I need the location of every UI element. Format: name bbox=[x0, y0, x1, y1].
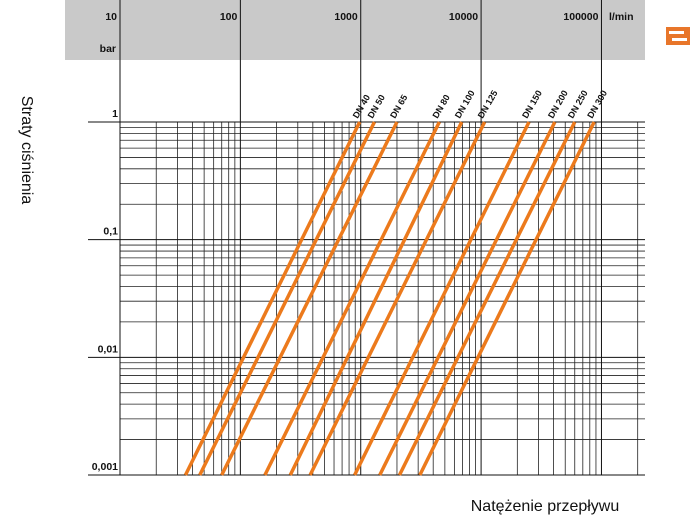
series-line bbox=[397, 121, 577, 476]
series-line bbox=[418, 121, 596, 476]
x-tick-label: 10 bbox=[105, 11, 117, 23]
series-line bbox=[183, 121, 362, 476]
y-tick-label: 0,01 bbox=[98, 343, 119, 355]
section-icon bbox=[666, 27, 690, 45]
y-axis-label: Straty ciśnienia bbox=[18, 96, 35, 205]
x-axis-label: Natężenie przepływu bbox=[471, 498, 620, 515]
series-line bbox=[220, 121, 399, 476]
series-label: DN 100 bbox=[453, 89, 477, 120]
x-unit-label: l/min bbox=[609, 11, 634, 23]
y-tick-label: 1 bbox=[112, 108, 118, 120]
series-label: DN 150 bbox=[520, 89, 544, 120]
x-tick-label: 100000 bbox=[563, 11, 598, 23]
x-tick-label: 100 bbox=[220, 11, 238, 23]
header-band bbox=[65, 0, 645, 60]
series-label: DN 65 bbox=[388, 93, 409, 120]
series-line bbox=[308, 121, 487, 476]
series-line bbox=[263, 121, 441, 476]
series-label: DN 80 bbox=[430, 93, 451, 120]
y-tick-label: 0,001 bbox=[92, 461, 118, 473]
series-line bbox=[288, 121, 464, 476]
x-tick-label: 10000 bbox=[449, 11, 478, 23]
x-tick-label: 1000 bbox=[334, 11, 358, 23]
y-unit-label: bar bbox=[100, 43, 116, 55]
series-label: DN 125 bbox=[476, 89, 500, 120]
series-line bbox=[353, 121, 531, 476]
series-line bbox=[378, 121, 557, 476]
series-line bbox=[198, 121, 377, 476]
y-tick-label: 0,1 bbox=[103, 226, 118, 238]
